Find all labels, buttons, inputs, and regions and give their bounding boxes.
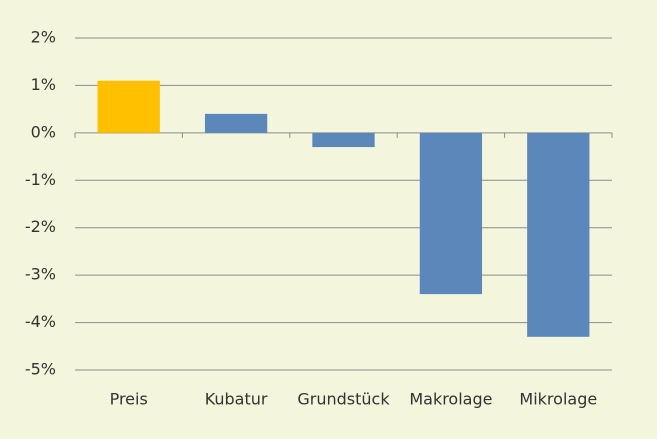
bar: [419, 132, 483, 295]
x-tick-label: Mikrolage: [519, 390, 597, 409]
y-tick-label: -1%: [25, 170, 56, 189]
bar: [204, 113, 268, 133]
x-tick-label: Kubatur: [205, 390, 268, 409]
y-tick-label: -2%: [25, 217, 56, 236]
x-tick-label: Preis: [110, 390, 148, 409]
y-tick-label: -3%: [25, 265, 56, 284]
x-tick-label: Makrolage: [409, 390, 492, 409]
y-tick-label: -5%: [25, 360, 56, 379]
x-tick-label: Grundstück: [297, 390, 390, 409]
y-tick-label: 1%: [31, 75, 56, 94]
bar: [527, 132, 590, 337]
bar: [312, 132, 375, 148]
y-tick-label: -4%: [25, 312, 56, 331]
y-tick-label: 0%: [31, 122, 56, 141]
y-tick-label: 2%: [31, 28, 56, 47]
bar: [97, 80, 160, 133]
